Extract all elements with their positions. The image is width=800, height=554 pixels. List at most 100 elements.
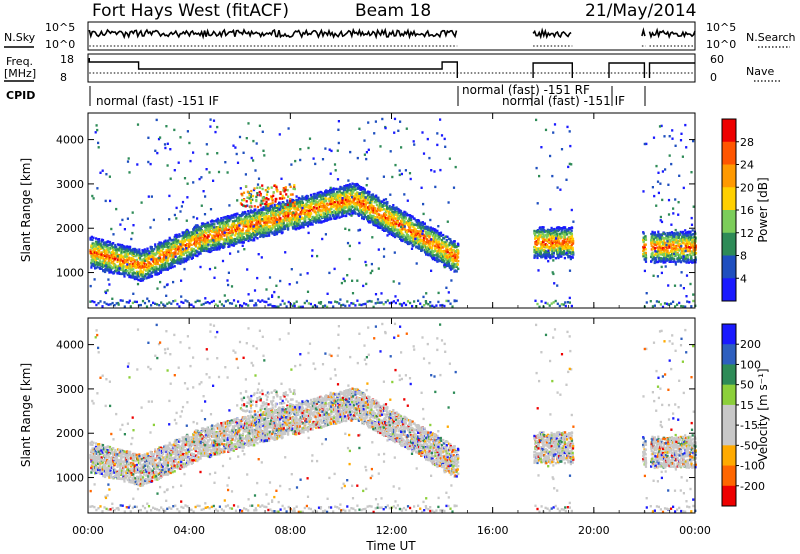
power-cell (342, 187, 345, 191)
power-cell (195, 237, 198, 240)
power-cell (99, 267, 102, 270)
power-cell (330, 207, 333, 211)
power-cell (174, 260, 177, 263)
power-cell (238, 216, 241, 219)
power-cell (150, 247, 153, 250)
power-cell (118, 243, 122, 247)
power-cell (328, 199, 331, 203)
power-cell (228, 245, 231, 248)
power-cell (321, 205, 324, 208)
power-cell (368, 190, 371, 194)
power-cell (247, 234, 250, 238)
radar-title: Fort Hays West (fitACF) (92, 1, 289, 21)
power-cell (136, 276, 139, 279)
power-cell (202, 222, 205, 225)
power-cell (244, 210, 247, 214)
power-cell (248, 236, 251, 239)
power-cell (195, 254, 198, 257)
power-cell (180, 259, 183, 262)
power-cell (189, 255, 192, 259)
power-cell (222, 232, 225, 235)
power-cell (239, 234, 242, 237)
power-cell (305, 198, 308, 202)
power-cell (457, 243, 460, 246)
power-cell (337, 201, 340, 204)
power-cell (97, 241, 100, 244)
power-cell (236, 217, 239, 220)
power-cell (152, 253, 156, 256)
power-cell (271, 227, 274, 231)
power-cell (205, 249, 208, 253)
power-cell (193, 233, 197, 237)
power-cell (264, 234, 267, 237)
power-cell (337, 213, 340, 216)
power-cell (108, 250, 111, 254)
nsky-trace-line (88, 27, 458, 40)
power-cell (457, 256, 460, 259)
power-cell (270, 212, 273, 215)
power-cell (542, 255, 545, 258)
power-cell (131, 258, 134, 262)
power-cell (301, 201, 304, 204)
power-cell (341, 214, 345, 218)
power-cell (282, 222, 285, 225)
power-cell (230, 235, 233, 238)
power-cell (259, 218, 263, 222)
power-cell (188, 233, 191, 236)
power-cell (192, 229, 195, 232)
power-cell (147, 272, 150, 275)
power-cell (157, 245, 160, 248)
power-cell (184, 248, 188, 251)
power-cell (342, 208, 345, 212)
power-cell (284, 227, 287, 230)
power-cell (147, 252, 150, 256)
power-cell (147, 250, 150, 253)
power-cell (118, 246, 121, 249)
power-cell (242, 236, 245, 239)
power-cell (109, 252, 113, 255)
power-cell (198, 247, 201, 250)
power-cell (327, 203, 330, 207)
power-cell (333, 215, 336, 218)
power-cell (173, 241, 176, 244)
power-cell (563, 236, 567, 239)
power-cell (126, 261, 129, 265)
power-cell (109, 264, 112, 267)
power-cell (249, 234, 252, 238)
power-cell (122, 268, 125, 271)
power-cell (180, 247, 183, 250)
power-cell (236, 212, 239, 216)
power-cell (216, 227, 219, 230)
power-cell (316, 214, 319, 217)
power-cell (339, 208, 342, 211)
power-cell (222, 219, 225, 222)
power-cell (288, 204, 291, 207)
power-cell (329, 188, 332, 192)
power-cell (289, 223, 292, 226)
power-cell (225, 228, 228, 231)
power-cell (92, 242, 95, 245)
power-cell (333, 194, 336, 197)
power-cell (437, 255, 440, 258)
power-cell (139, 256, 142, 260)
power-cell (139, 254, 142, 257)
power-cell (201, 232, 204, 235)
power-cell (122, 266, 125, 269)
power-cell (256, 212, 259, 215)
freq-panel: Freq. [MHz] 18 8 60 0 Nave (4, 53, 782, 84)
power-cell (135, 248, 138, 252)
date-label: 21/May/2014 (585, 1, 697, 21)
power-cell (116, 258, 119, 261)
power-cell (162, 255, 166, 258)
power-cell (191, 256, 194, 259)
power-cell (229, 216, 232, 219)
power-cell (123, 245, 126, 248)
power-cell (239, 232, 242, 236)
power-cell (277, 227, 280, 231)
power-cell (554, 257, 557, 260)
power-cell (129, 245, 132, 249)
power-cell (170, 242, 173, 245)
power-cell (182, 231, 185, 235)
power-cell (160, 250, 163, 253)
power-cell (309, 193, 313, 197)
